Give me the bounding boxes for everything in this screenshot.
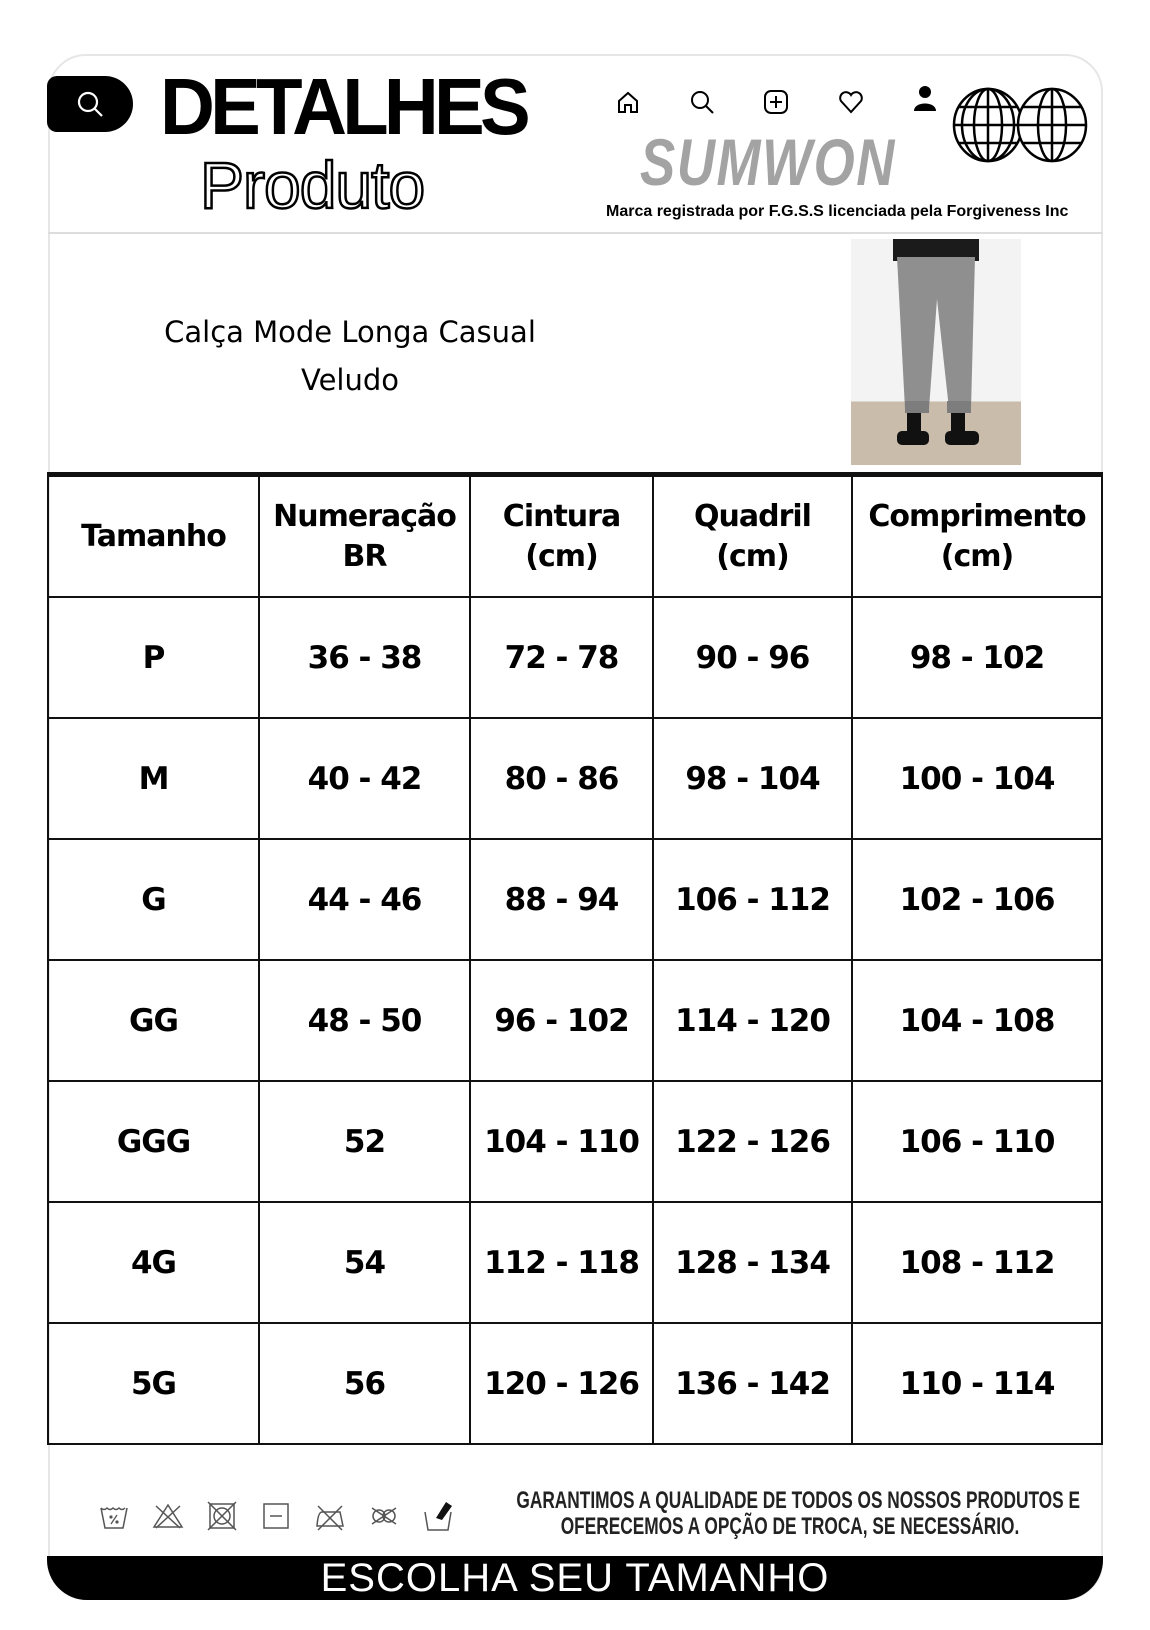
table-header-row: Tamanho Numeração BR Cintura (cm) Quadril(… [47,472,1103,598]
table-cell: 104 - 108 [851,959,1103,1082]
table-row: P 36 - 38 72 - 78 90 - 96 98 - 102 [47,596,1103,719]
table-cell: 100 - 104 [851,717,1103,840]
table-cell: 90 - 96 [652,596,853,719]
table-cell: 104 - 110 [469,1080,654,1203]
table-cell: 114 - 120 [652,959,853,1082]
no-tumble-dry-icon [207,1501,237,1531]
no-iron-icon [316,1505,344,1531]
guarantee-text: GARANTIMOS A QUALIDADE DE TODOS OS NOSSO… [516,1487,1080,1540]
heart-icon[interactable] [837,88,865,116]
table-row: GG 48 - 50 96 - 102 114 - 120 104 - 108 [47,959,1103,1082]
table-cell: 56 [258,1322,471,1445]
wash-30-icon [100,1506,128,1529]
globe-logo-icon [952,87,1088,163]
choose-size-label: ESCOLHA SEU TAMANHO [320,1555,830,1600]
table-cell: G [47,838,260,961]
table-cell: 96 - 102 [469,959,654,1082]
page-title: DETALHES [160,62,531,151]
table-cell: 88 - 94 [469,838,654,961]
table-cell: 36 - 38 [258,596,471,719]
table-cell: 72 - 78 [469,596,654,719]
table-row: 4G 54 112 - 118 128 - 134 108 - 112 [47,1201,1103,1324]
add-icon[interactable] [762,88,790,116]
size-table: Tamanho Numeração BR Cintura (cm) Quadril(… [47,472,1103,1445]
table-cell: 5G [47,1322,260,1445]
product-photo [851,239,1021,465]
product-name-line1: Calça Mode Longa Casual [164,315,536,349]
table-row: GGG 52 104 - 110 122 - 126 106 - 110 [47,1080,1103,1203]
table-cell: M [47,717,260,840]
table-cell: 80 - 86 [469,717,654,840]
table-cell: 136 - 142 [652,1322,853,1445]
table-cell: 40 - 42 [258,717,471,840]
table-cell: 48 - 50 [258,959,471,1082]
table-cell: 4G [47,1201,260,1324]
user-icon[interactable] [911,84,939,112]
guarantee-line2: OFERECEMOS A OPÇÃO DE TROCA, SE NECESSÁR… [560,1513,1020,1540]
table-cell: 102 - 106 [851,838,1103,961]
dry-flat-icon [263,1503,289,1529]
care-icons [98,1500,454,1532]
table-cell: 98 - 104 [652,717,853,840]
table-cell: 120 - 126 [469,1322,654,1445]
product-name-line2: Veludo [300,363,400,397]
search-icon[interactable] [688,88,716,116]
brand-tagline: Marca registrada por F.G.S.S licenciada … [606,203,1069,220]
table-cell: 122 - 126 [652,1080,853,1203]
no-bleach-icon [152,1503,184,1529]
header-quadril: Quadril (cm) [652,472,853,598]
table-row: G 44 - 46 88 - 94 106 - 112 102 - 106 [47,838,1103,961]
table-cell: 106 - 112 [652,838,853,961]
no-dry-clean-icon [371,1507,397,1525]
product-name: Calça Mode Longa Casual Veludo [110,308,590,404]
table-cell: 52 [258,1080,471,1203]
home-icon[interactable] [614,88,642,116]
hand-wash-icon [424,1502,452,1531]
table-row: M 40 - 42 80 - 86 98 - 104 100 - 104 [47,717,1103,840]
table-cell: P [47,596,260,719]
guarantee-line1: GARANTIMOS A QUALIDADE DE TODOS OS NOSSO… [516,1487,1080,1514]
choose-size-button[interactable]: ESCOLHA SEU TAMANHO [47,1556,1103,1600]
header-numeracao: Numeração BR [258,472,471,598]
search-button[interactable] [47,76,133,132]
header-cintura: Cintura (cm) [469,472,654,598]
table-cell: GGG [47,1080,260,1203]
table-cell: 54 [258,1201,471,1324]
table-cell: 128 - 134 [652,1201,853,1324]
header-divider [48,232,1103,234]
header-tamanho: Tamanho [47,472,260,598]
table-cell: 110 - 114 [851,1322,1103,1445]
table-cell: 112 - 118 [469,1201,654,1324]
table-cell: GG [47,959,260,1082]
table-cell: 106 - 110 [851,1080,1103,1203]
table-row: 5G 56 120 - 126 136 - 142 110 - 114 [47,1322,1103,1445]
table-cell: 98 - 102 [851,596,1103,719]
brand-logo: SUMWON [640,125,896,199]
table-cell: 44 - 46 [258,838,471,961]
page-subtitle: Produto [199,148,427,222]
header-comprimento: Comprimento (cm) [851,472,1103,598]
search-icon [77,91,103,117]
table-cell: 108 - 112 [851,1201,1103,1324]
